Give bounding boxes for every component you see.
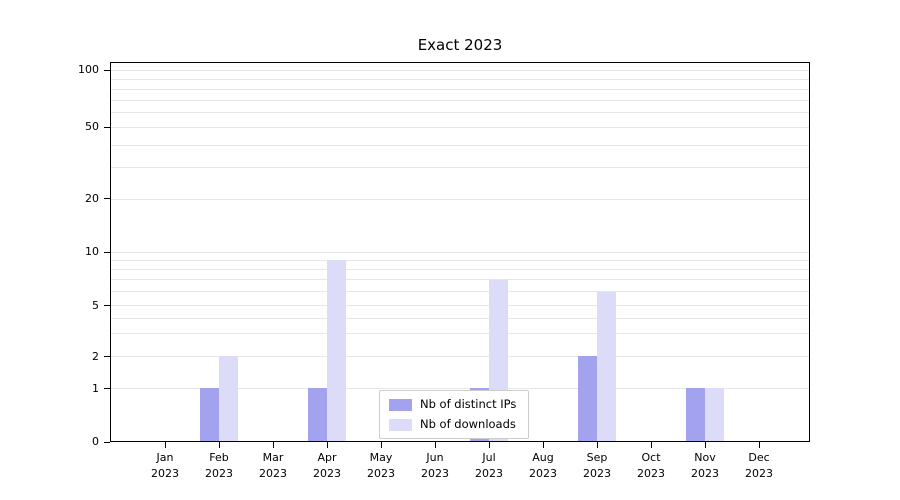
- y-tick-label: 20: [85, 191, 99, 205]
- x-tick-mark: [218, 442, 220, 448]
- y-tick-label: 0: [92, 435, 99, 448]
- gridline: [111, 305, 809, 307]
- x-tick-label: Sep 2023: [583, 451, 611, 480]
- bar-downloads: [327, 260, 346, 441]
- gridline: [111, 268, 809, 270]
- x-tick-mark: [272, 442, 274, 448]
- gridline: [111, 88, 809, 90]
- gridline: [111, 333, 809, 335]
- gridline: [111, 112, 809, 114]
- x-tick-mark: [164, 442, 166, 448]
- x-tick-mark: [596, 442, 598, 448]
- gridline: [111, 259, 809, 261]
- chart-title: Exact 2023: [417, 36, 503, 54]
- x-tick-label: Jan 2023: [151, 451, 179, 480]
- bar-distinct-ips: [578, 356, 597, 441]
- legend-label: Nb of distinct IPs: [420, 397, 517, 411]
- y-tick-label: 5: [92, 298, 99, 312]
- x-tick-mark: [758, 442, 760, 448]
- legend-swatch: [389, 418, 412, 431]
- x-tick-label: May 2023: [367, 451, 395, 480]
- legend: Nb of distinct IPs Nb of downloads: [379, 390, 530, 439]
- x-tick-mark: [488, 442, 490, 448]
- gridline: [111, 279, 809, 281]
- x-tick-label: Aug 2023: [529, 451, 557, 480]
- x-tick-mark: [704, 442, 706, 448]
- y-tick-mark: [104, 305, 110, 307]
- plot-area: Nb of distinct IPs Nb of downloads: [110, 62, 810, 442]
- y-tick-mark: [104, 69, 110, 71]
- gridline: [111, 99, 809, 101]
- legend-label: Nb of downloads: [420, 417, 516, 431]
- x-tick-mark: [380, 442, 382, 448]
- y-tick-mark: [104, 388, 110, 390]
- y-tick-mark: [104, 441, 110, 443]
- gridline: [111, 387, 809, 389]
- x-tick-mark: [326, 442, 328, 448]
- x-tick-mark: [650, 442, 652, 448]
- bar-distinct-ips: [308, 388, 327, 441]
- gridline: [111, 144, 809, 146]
- bar-distinct-ips: [200, 388, 219, 441]
- x-tick-label: Mar 2023: [259, 451, 287, 480]
- bar-downloads: [219, 356, 238, 441]
- legend-entry: Nb of downloads: [389, 418, 516, 431]
- x-tick-mark: [434, 442, 436, 448]
- gridline: [111, 167, 809, 169]
- gridline: [111, 251, 809, 253]
- bar-downloads: [705, 388, 724, 441]
- x-tick-mark: [542, 442, 544, 448]
- x-tick-label: Jul 2023: [475, 451, 503, 480]
- y-tick-label: 2: [92, 349, 99, 363]
- x-tick-label: Feb 2023: [205, 451, 233, 480]
- legend-entry: Nb of distinct IPs: [389, 398, 516, 411]
- gridline: [111, 70, 809, 72]
- y-tick-label: 10: [85, 245, 99, 258]
- bar-downloads: [597, 291, 616, 441]
- gridline: [111, 291, 809, 293]
- legend-swatch: [389, 398, 412, 411]
- x-tick-label: Dec 2023: [745, 451, 773, 480]
- gridline: [111, 127, 809, 129]
- x-tick-label: Apr 2023: [313, 451, 341, 480]
- y-tick-mark: [104, 356, 110, 358]
- x-tick-label: Nov 2023: [691, 451, 719, 480]
- gridline: [111, 317, 809, 319]
- gridline: [111, 198, 809, 200]
- gridline: [111, 355, 809, 357]
- gridline: [111, 79, 809, 81]
- y-tick-mark: [104, 126, 110, 128]
- x-tick-label: Jun 2023: [421, 451, 449, 480]
- y-tick-label: 100: [78, 63, 99, 77]
- x-tick-label: Oct 2023: [637, 451, 665, 480]
- y-tick-mark: [104, 251, 110, 253]
- bar-distinct-ips: [686, 388, 705, 441]
- y-tick-label: 1: [92, 381, 99, 395]
- y-tick-label: 50: [85, 120, 99, 134]
- y-tick-mark: [104, 198, 110, 200]
